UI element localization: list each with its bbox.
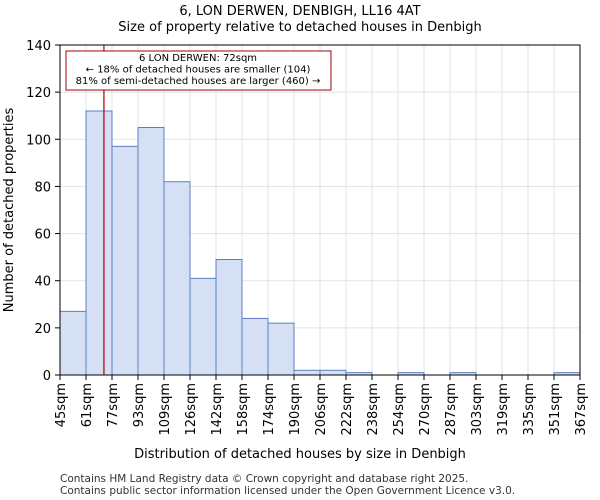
y-axis-label: Number of detached properties: [2, 108, 17, 313]
bar-45sqm: [59, 310, 87, 376]
annotation-frame: [65, 50, 332, 91]
y-tick-label: 60: [34, 228, 51, 243]
y-tick-label: 140: [26, 39, 51, 54]
x-tick-label: 367sqm: [574, 383, 589, 436]
bar-142sqm: [215, 259, 243, 376]
bar-190sqm: [293, 369, 321, 376]
bar-158sqm: [241, 317, 269, 376]
x-tick-label: 222sqm: [340, 383, 355, 436]
annotation-line-1: 6 LON DERWEN: 72sqm: [139, 53, 257, 64]
bar-206sqm: [319, 369, 347, 376]
x-tick-label: 254sqm: [392, 383, 407, 436]
x-tick-label: 45sqm: [54, 383, 69, 427]
plot-frame: [59, 44, 581, 376]
x-tick-label: 287sqm: [444, 383, 459, 436]
bar-174sqm: [267, 322, 295, 376]
x-tick-label: 206sqm: [314, 383, 329, 436]
x-tick-label: 190sqm: [288, 383, 303, 436]
x-tick-label: 174sqm: [262, 383, 277, 436]
bar-61sqm: [85, 110, 113, 376]
chart-subtitle: Size of property relative to detached ho…: [118, 20, 481, 35]
bar-109sqm: [163, 181, 191, 376]
bar-126sqm: [189, 277, 217, 376]
chart-title: 6, LON DERWEN, DENBIGH, LL16 4AT: [179, 4, 420, 19]
bar-93sqm: [137, 127, 165, 376]
y-tick-label: 100: [26, 133, 51, 148]
x-ticks: 45sqm 61sqm 77sqm 93sqm 109sqm 126sqm 142sqm 15…: [54, 375, 589, 436]
x-tick-label: 61sqm: [80, 383, 95, 427]
x-tick-label: 142sqm: [210, 383, 225, 436]
y-tick-label: 20: [34, 322, 51, 337]
y-tick-label: 40: [34, 275, 51, 290]
bars-group: [59, 110, 581, 376]
x-tick-label: 335sqm: [522, 383, 537, 436]
x-tick-label: 270sqm: [418, 383, 433, 436]
x-tick-label: 158sqm: [236, 383, 251, 436]
y-tick-label: 0: [43, 369, 51, 384]
bar-77sqm: [111, 145, 139, 376]
x-tick-label: 303sqm: [470, 383, 485, 436]
y-tick-label: 120: [26, 86, 51, 101]
annotation-line-2: ← 18% of detached houses are smaller (10…: [86, 65, 311, 76]
y-tick-label: 80: [34, 180, 51, 195]
y-ticks: 0 20 40 60 80 100 120 140: [26, 39, 60, 384]
footer-line-1: Contains HM Land Registry data © Crown c…: [60, 473, 468, 485]
x-tick-label: 351sqm: [548, 383, 563, 436]
annotation-box: 6 LON DERWEN: 72sqm ← 18% of detached ho…: [65, 50, 332, 91]
x-tick-label: 238sqm: [366, 383, 381, 436]
x-axis-label: Distribution of detached houses by size …: [134, 447, 466, 462]
annotation-line-3: 81% of semi-detached houses are larger (…: [76, 76, 321, 87]
x-tick-label: 109sqm: [158, 383, 173, 436]
footer-line-2: Contains public sector information licen…: [60, 485, 515, 497]
x-tick-label: 77sqm: [106, 383, 121, 427]
x-tick-label: 93sqm: [132, 383, 147, 427]
x-tick-label: 126sqm: [184, 383, 199, 436]
x-tick-label: 319sqm: [496, 383, 511, 436]
